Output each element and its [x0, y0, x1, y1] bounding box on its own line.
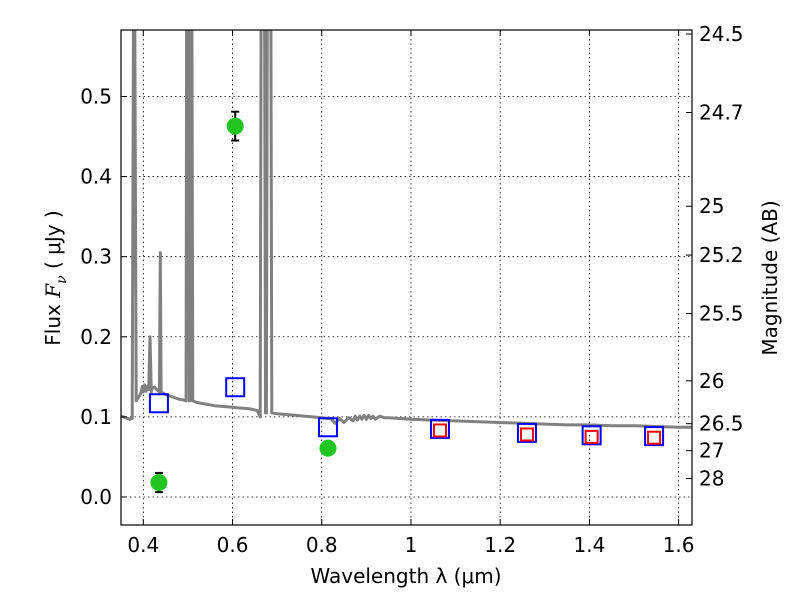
- model-photometry-square: [432, 423, 447, 438]
- model-photometry-square: [647, 430, 662, 445]
- x-axis-title: Wavelength λ (μm): [310, 564, 501, 588]
- model-photometry-square: [317, 417, 338, 438]
- model-photometry-square: [516, 422, 537, 443]
- model-spectrum-line: [121, 30, 692, 429]
- observed-photometry-point: [150, 474, 168, 492]
- x-tick-label: 1.4: [573, 533, 605, 557]
- x-tick-label: 1.6: [663, 533, 695, 557]
- model-spectrum: [121, 30, 692, 429]
- y-tick-label: 0.1: [80, 405, 112, 429]
- right-tick-label: 25: [699, 194, 724, 218]
- y-tick-label: 0.5: [80, 84, 112, 108]
- y-axis-title-symbol: F: [41, 283, 65, 299]
- plot-background: [121, 30, 692, 525]
- x-tick-label: 0.6: [217, 533, 249, 557]
- plot-frame: [120, 29, 693, 526]
- model-photometry-square: [429, 418, 450, 439]
- model-photometry-square: [584, 429, 599, 444]
- right-tick-label: 25.2: [699, 243, 744, 267]
- right-tick-label: 26: [699, 369, 724, 393]
- right-tick-label: 26.5: [699, 412, 744, 436]
- right-tick-labels: 24.5 24.7 25 25.2 25.5 26 26.5 27 28: [699, 22, 744, 491]
- y-axis-title-left: Flux Fν ( μJy ): [41, 210, 70, 345]
- gridlines: [121, 30, 692, 525]
- y-tick-labels: 0.0 0.1 0.2 0.3 0.4 0.5: [80, 84, 112, 508]
- x-tick-label: 1: [405, 533, 418, 557]
- right-tick-label: 24.7: [699, 101, 744, 125]
- y-axis-title-prefix: Flux: [41, 298, 65, 346]
- photometry-markers: [148, 110, 665, 494]
- model-photometry-square: [225, 377, 246, 398]
- y-axis-title-right: Magnitude (AB): [758, 200, 782, 355]
- y-tick-label: 0.3: [80, 245, 112, 269]
- y-tick-label: 0.4: [80, 165, 112, 189]
- x-tick-labels: 0.4 0.6 0.8 1 1.2 1.4 1.6: [127, 533, 694, 557]
- right-tick-label: 24.5: [699, 22, 744, 46]
- right-tick-label: 25.5: [699, 302, 744, 326]
- x-tick-label: 0.4: [127, 533, 159, 557]
- y-tick-label: 0.2: [80, 325, 112, 349]
- model-photometry-square: [519, 427, 534, 442]
- model-photometry-square: [644, 426, 665, 447]
- x-tick-label: 1.2: [484, 533, 516, 557]
- axis-ticks: [121, 30, 692, 525]
- model-photometry-square: [581, 425, 602, 446]
- right-tick-label: 27: [699, 439, 724, 463]
- model-photometry-square: [148, 393, 169, 414]
- y-axis-title-subscript: ν: [54, 275, 70, 284]
- observed-photometry-point: [319, 439, 337, 457]
- observed-photometry-point: [226, 117, 244, 135]
- x-tick-label: 0.8: [306, 533, 338, 557]
- y-axis-title-suffix: ( μJy ): [41, 210, 65, 275]
- y-tick-label: 0.0: [80, 485, 112, 509]
- right-tick-label: 28: [699, 467, 724, 491]
